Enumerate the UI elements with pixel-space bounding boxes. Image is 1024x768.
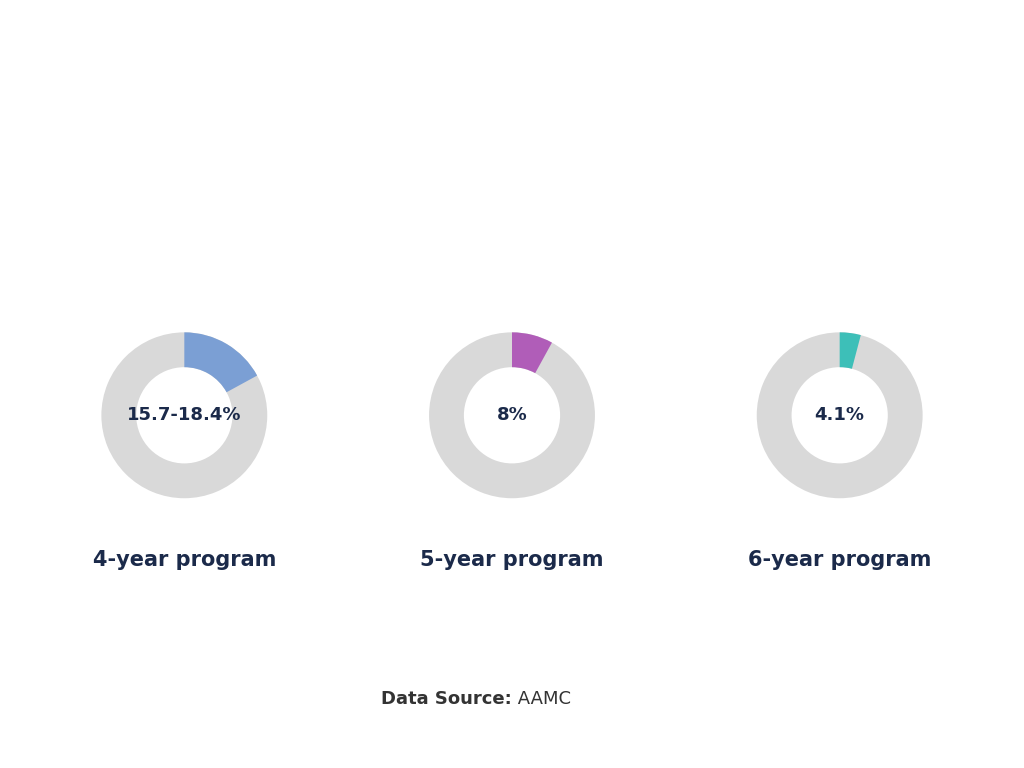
Text: Data Source:: Data Source: <box>381 690 512 708</box>
Wedge shape <box>757 333 923 498</box>
Text: 4.1%: 4.1% <box>815 406 864 424</box>
Text: 8%: 8% <box>497 406 527 424</box>
Text: Medical School Dropout Rates: Medical School Dropout Rates <box>201 42 905 84</box>
Wedge shape <box>840 333 861 369</box>
Text: 15.7-18.4%: 15.7-18.4% <box>127 406 242 424</box>
Circle shape <box>39 58 193 77</box>
Text: 6-year program: 6-year program <box>748 550 932 570</box>
Polygon shape <box>58 35 172 66</box>
Wedge shape <box>184 333 257 392</box>
Wedge shape <box>101 333 267 498</box>
Wedge shape <box>429 333 595 498</box>
Text: 5-year program: 5-year program <box>420 550 604 570</box>
Wedge shape <box>512 333 552 373</box>
Text: AAMC: AAMC <box>512 690 571 708</box>
Text: 4-year program: 4-year program <box>92 550 276 570</box>
